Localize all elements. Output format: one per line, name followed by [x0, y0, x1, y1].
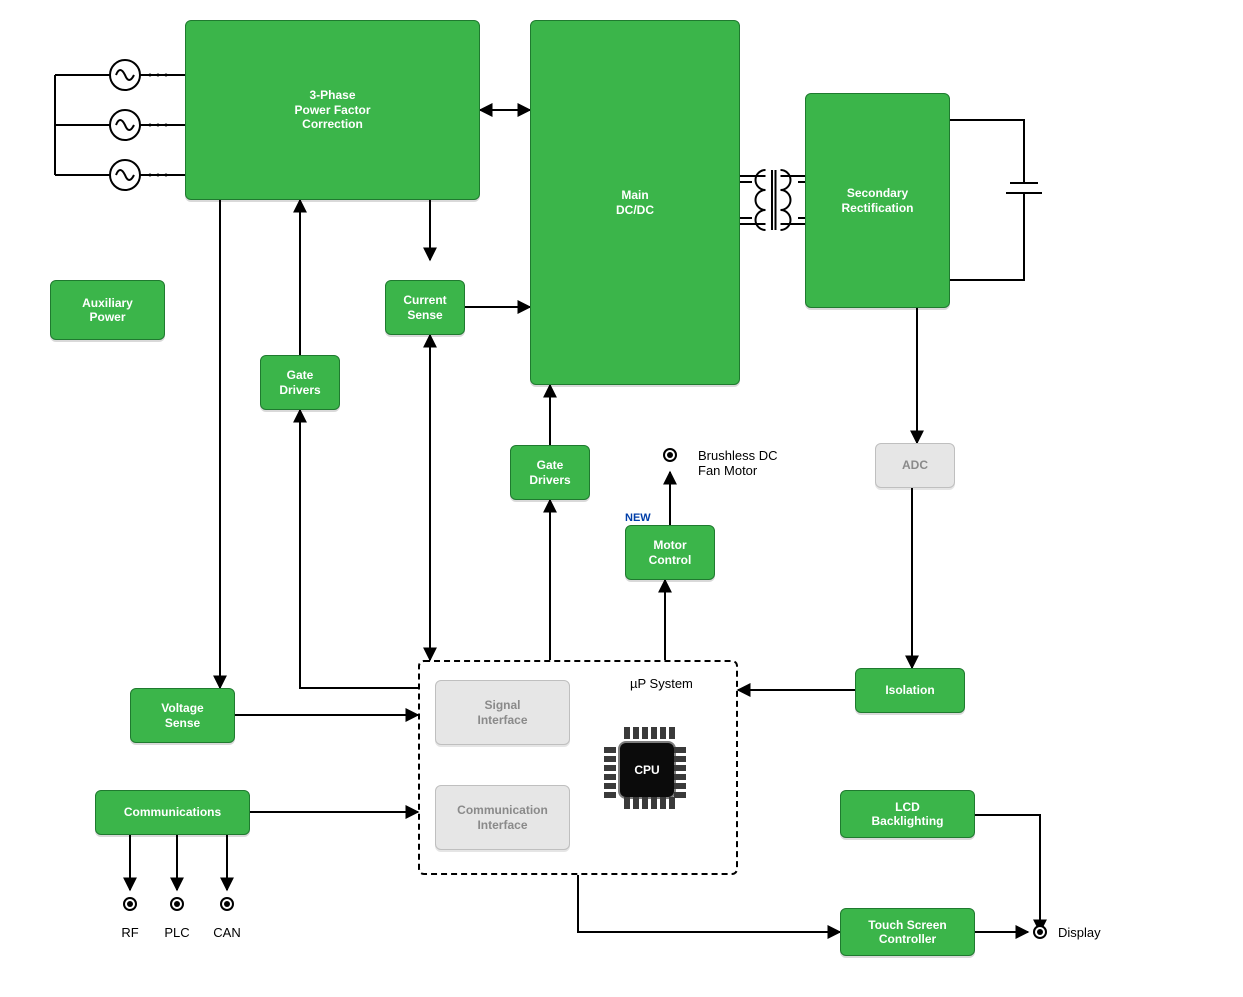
arrow-up-to-gate1 — [300, 410, 418, 688]
block-comm_if: CommunicationInterface — [435, 785, 570, 850]
arrow-lcd-to-display — [975, 815, 1040, 932]
block-current_sense: CurrentSense — [385, 280, 465, 335]
cpu-core: CPU — [618, 741, 676, 799]
new-badge: NEW — [625, 512, 651, 524]
up-system-label: µP System — [630, 676, 693, 691]
fan-motor-label: Brushless DCFan Motor — [698, 448, 777, 478]
block-label: AuxiliaryPower — [82, 296, 133, 325]
block-voltage_sense: VoltageSense — [130, 688, 235, 743]
block-adc: ADC — [875, 443, 955, 488]
block-pfc: 3-PhasePower FactorCorrection — [185, 20, 480, 200]
block-touch_screen: Touch ScreenController — [840, 908, 975, 956]
block-label: GateDrivers — [279, 368, 320, 397]
block-main_dcdc: MainDC/DC — [530, 20, 740, 385]
comm-leg-label-plc: PLC — [162, 925, 192, 940]
block-label: Communications — [124, 805, 221, 819]
block-label: 3-PhasePower FactorCorrection — [294, 88, 370, 131]
block-sec_rect: SecondaryRectification — [805, 93, 950, 308]
block-lcd_backlight: LCDBacklighting — [840, 790, 975, 838]
block-aux_power: AuxiliaryPower — [50, 280, 165, 340]
block-label: ADC — [902, 458, 928, 472]
block-label: CommunicationInterface — [457, 803, 548, 832]
block-label: Isolation — [885, 683, 934, 697]
arrow-rect-to-cap-bot — [950, 205, 1024, 280]
block-label: GateDrivers — [529, 458, 570, 487]
arrow-up-to-touch — [578, 875, 840, 932]
cpu-chip: CPU — [602, 725, 688, 811]
comm-leg-label-rf: RF — [115, 925, 145, 940]
block-isolation: Isolation — [855, 668, 965, 713]
block-label: SignalInterface — [477, 698, 527, 727]
block-gate_drv_1: GateDrivers — [260, 355, 340, 410]
display-label: Display — [1058, 925, 1101, 940]
arrow-rect-to-cap-top — [950, 120, 1024, 178]
block-gate_drv_2: GateDrivers — [510, 445, 590, 500]
comm-leg-label-can: CAN — [212, 925, 242, 940]
block-label: MainDC/DC — [616, 188, 654, 217]
block-label: VoltageSense — [161, 701, 203, 730]
block-label: MotorControl — [649, 538, 692, 567]
block-label: CurrentSense — [403, 293, 446, 322]
block-label: SecondaryRectification — [841, 186, 913, 215]
cpu-label: CPU — [634, 763, 659, 777]
block-signal_if: SignalInterface — [435, 680, 570, 745]
block-motor_control: MotorControl — [625, 525, 715, 580]
block-label: LCDBacklighting — [871, 800, 943, 829]
diagram-canvas: µP System CPU NEW AuxiliaryPower 3-PhaseP… — [0, 0, 1243, 997]
block-communications: Communications — [95, 790, 250, 835]
block-label: Touch ScreenController — [868, 918, 946, 947]
